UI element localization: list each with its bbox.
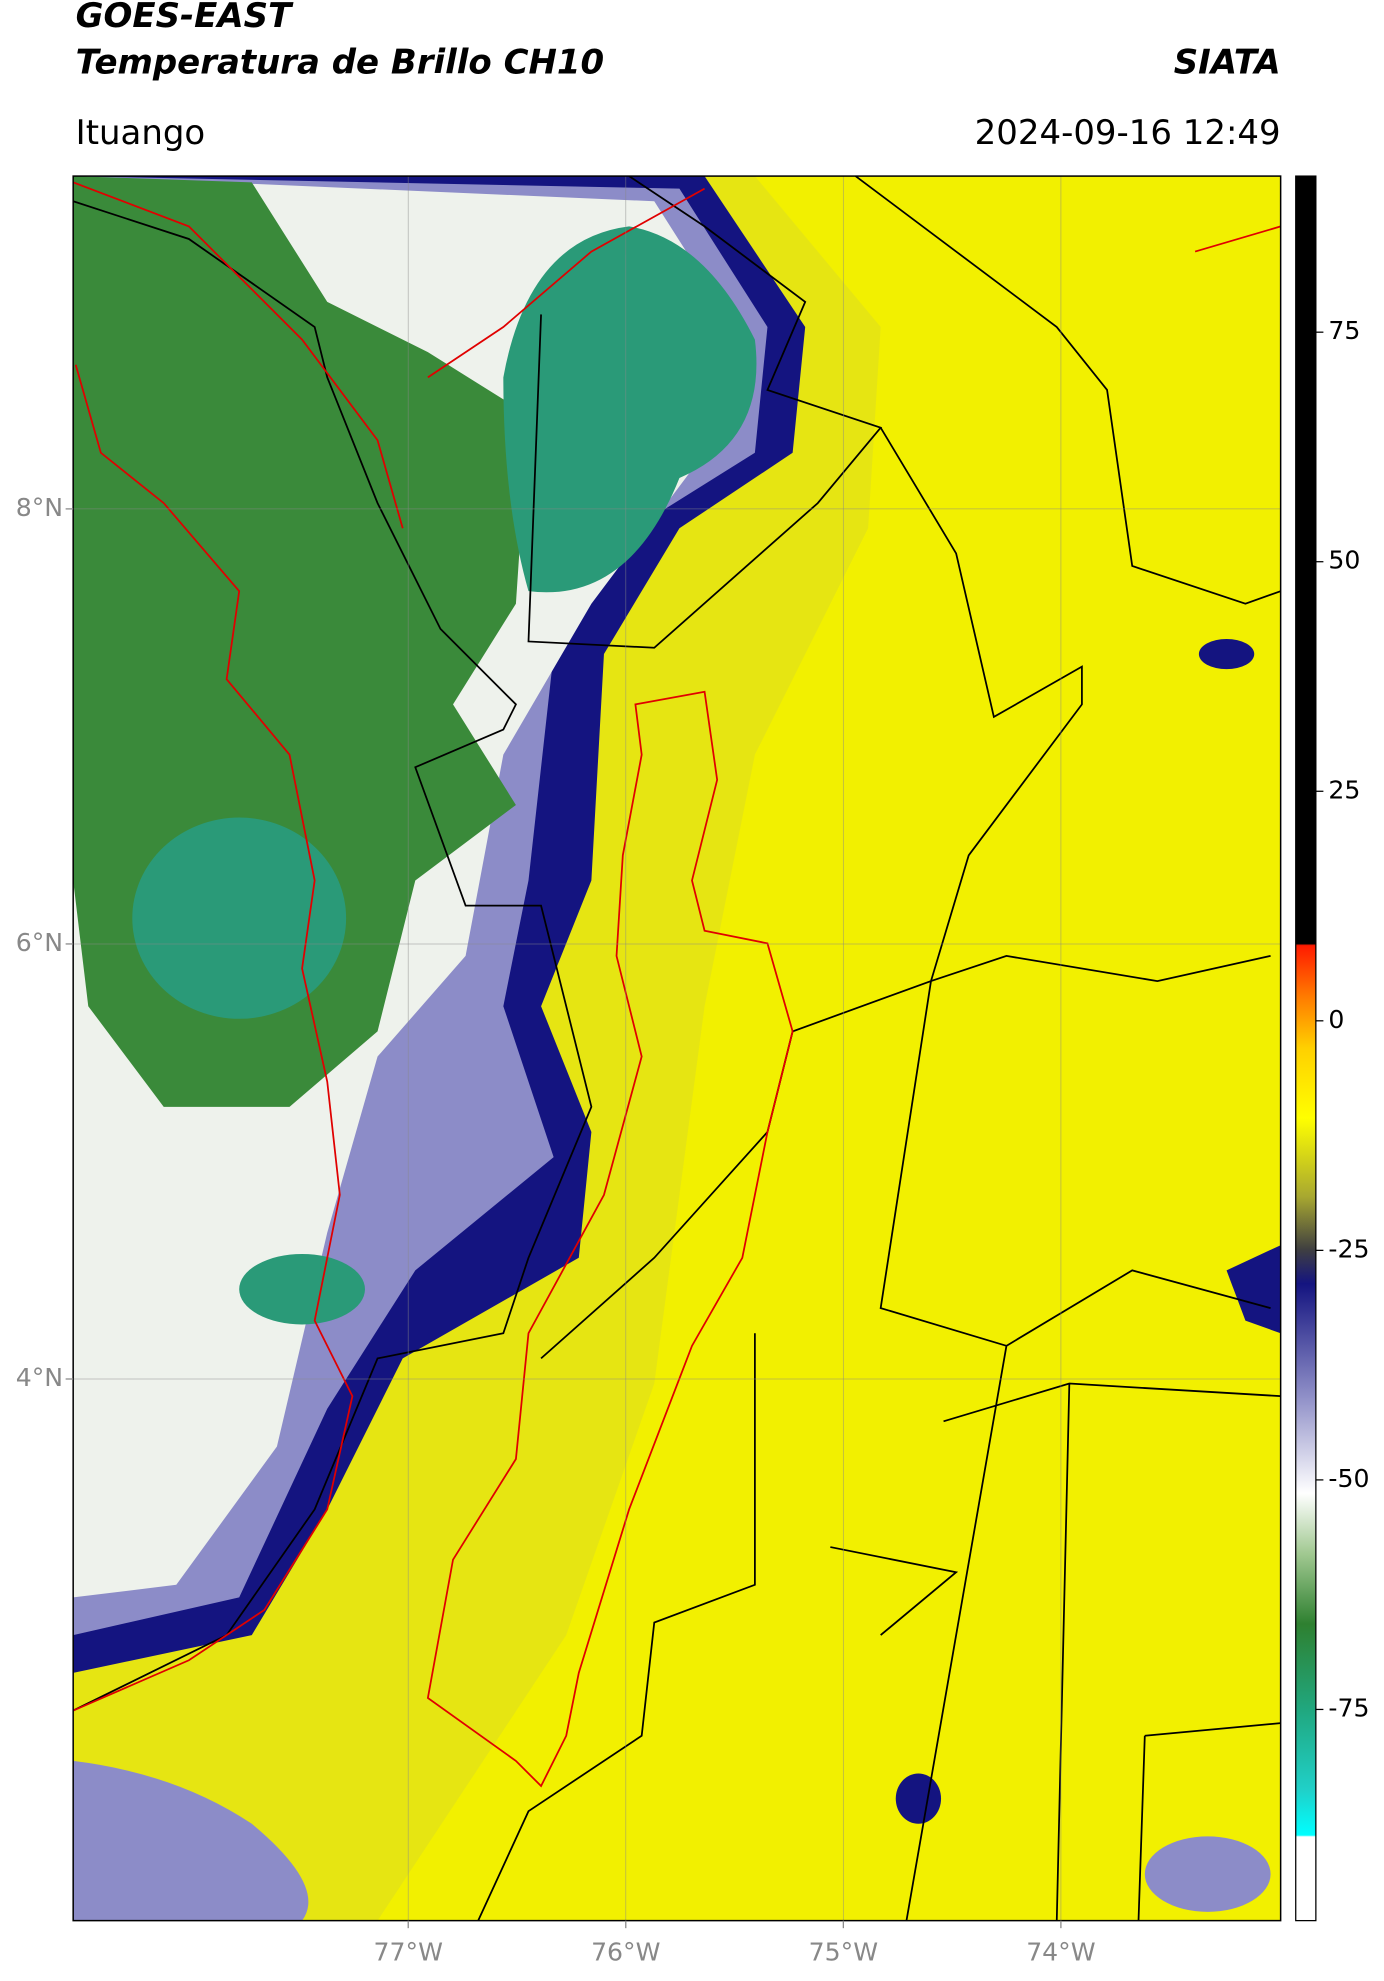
title: GOES-EAST [76, 0, 294, 36]
map [73, 176, 1281, 1921]
colorbar-tick-label: 75 [1328, 316, 1360, 345]
colorbar-tick-label: 25 [1328, 775, 1360, 804]
lon-tick-label: 74°W [1026, 1937, 1096, 1966]
datetime: 2024-09-16 12:49 [975, 113, 1281, 153]
region: Ituango [76, 113, 206, 153]
title: Temperatura de Brillo CH10 [76, 43, 604, 83]
cloud-cold [1226, 1245, 1281, 1334]
source: SIATA [1174, 43, 1281, 83]
colorbar-tick-label: 0 [1328, 1005, 1344, 1034]
lon-tick-label: 76°W [591, 1937, 661, 1966]
lon-tick-label: 77°W [374, 1937, 444, 1966]
lat-tick-label: 8°N [16, 493, 63, 522]
cloud-core [503, 226, 757, 593]
coastline-and-department [73, 181, 1281, 1788]
cloud-core [132, 817, 347, 1019]
lat-tick-label: 6°N [16, 928, 63, 957]
admin-boundaries [73, 176, 1281, 1921]
colorbar-tick-label: -75 [1328, 1693, 1369, 1722]
colorbar-tick-label: 50 [1328, 546, 1360, 575]
lat-tick-label: 4°N [16, 1363, 63, 1392]
colorbar [1295, 175, 1317, 1922]
colorbar-tick-label: -25 [1328, 1234, 1369, 1263]
cloud-cold [895, 1773, 942, 1824]
lon-tick-label: 75°W [809, 1937, 879, 1966]
cloud-colder [1144, 1836, 1271, 1912]
map-frame [72, 175, 1282, 1922]
graticule [73, 176, 1281, 1921]
cloud-colder [73, 1760, 309, 1921]
colorbar-tick-label: -50 [1328, 1464, 1369, 1493]
cloud-core [239, 1254, 365, 1325]
cloud-cold [1198, 638, 1255, 670]
